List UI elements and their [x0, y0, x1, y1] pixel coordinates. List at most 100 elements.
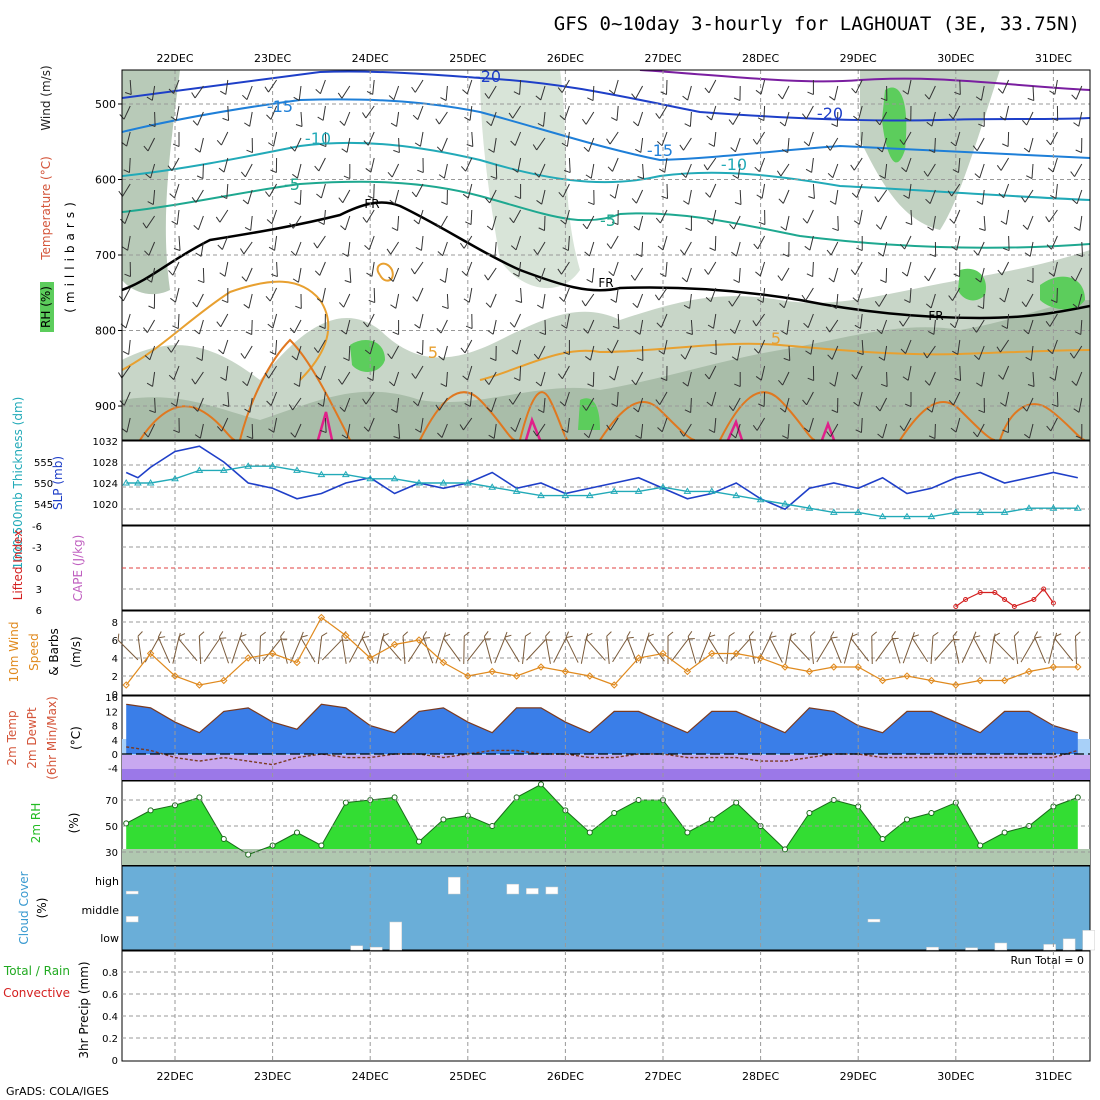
rh2m-marker	[391, 794, 398, 801]
upper-wind-barb	[732, 163, 741, 179]
thickness-marker	[756, 495, 765, 503]
upper-wind-barb	[1027, 371, 1035, 387]
upper-wind-barb	[194, 319, 204, 335]
rh-shading-mid	[122, 300, 1090, 440]
thickness-marker	[634, 487, 643, 494]
top-day-label: 24DEC	[352, 52, 389, 65]
wind10m-marker	[610, 681, 618, 689]
upper-wind-barb	[1072, 293, 1083, 309]
wind10m-barb	[1054, 632, 1074, 662]
upper-wind-barb	[246, 423, 254, 440]
upper-wind-barb	[825, 319, 839, 333]
upper-wind-barb	[880, 85, 888, 102]
wind10m-marker	[854, 663, 862, 671]
upper-wind-barb	[168, 365, 180, 380]
upper-wind-barb	[509, 209, 522, 224]
upper-wind-barb	[147, 189, 156, 205]
wind10m-marker	[586, 672, 594, 680]
upper-wind-barb	[924, 85, 936, 100]
upper-wind-barb	[758, 209, 766, 226]
upper-wind-barb	[949, 209, 961, 224]
upper-wind-barb	[319, 417, 327, 434]
wind10m-barb	[1034, 631, 1046, 664]
contour-label: 5	[428, 343, 438, 362]
upper-wind-barb	[951, 235, 961, 251]
upper-wind-barb	[635, 137, 644, 153]
rh2m-marker	[928, 810, 935, 816]
upper-wind-barb	[561, 131, 570, 147]
upper-wind-barb	[734, 371, 741, 388]
upper-wind-barb	[779, 397, 790, 413]
wind10m-marker	[1000, 676, 1009, 685]
top-day-label: 26DEC	[547, 52, 584, 65]
slp-tick-label: 1024	[93, 479, 118, 490]
upper-wind-barb	[904, 105, 912, 122]
upper-wind-barb	[295, 111, 303, 127]
upper-wind-barb	[1002, 417, 1010, 434]
thickness-marker	[683, 487, 692, 494]
upper-wind-barb	[954, 79, 961, 96]
upper-wind-barb	[314, 157, 326, 172]
upper-wind-barb	[756, 183, 766, 199]
temp2m-band-cold	[122, 769, 1090, 780]
wind10m-marker	[220, 676, 228, 685]
wind10m-tick-label: 4	[112, 654, 118, 665]
top-day-label: 31DEC	[1035, 52, 1072, 65]
upper-wind-barb	[365, 157, 375, 173]
upper-wind-barb	[901, 261, 912, 277]
wind10m-barb	[875, 637, 899, 662]
upper-wind-barb	[244, 111, 253, 127]
upper-wind-barb	[265, 287, 278, 302]
li-tick-label: 3	[36, 585, 42, 596]
upper-wind-barb	[826, 241, 839, 256]
temp2m-unit-label: (°C)	[69, 726, 83, 750]
top-day-label: 23DEC	[254, 52, 291, 65]
thickness-marker	[1049, 504, 1058, 511]
thickness-marker	[244, 462, 253, 469]
rh-moist-patch-4	[882, 87, 907, 163]
rh2m-marker	[196, 794, 203, 801]
upper-wind-barb	[484, 85, 497, 99]
upper-wind-barb	[144, 241, 156, 256]
upper-wind-barb	[631, 371, 644, 386]
precip-tick-label: 0.2	[102, 1034, 118, 1045]
upper-wind-barb	[268, 235, 278, 251]
wind10m-barb	[361, 631, 375, 663]
upper-wind-barb	[221, 287, 229, 304]
upper-wind-barb	[754, 157, 766, 172]
upper-tick-label: 600	[95, 173, 116, 186]
upper-wind-barb	[682, 371, 692, 387]
credit: GrADS: COLA/IGES	[6, 1085, 109, 1098]
upper-wind-barb	[290, 241, 302, 256]
thickness-marker	[585, 491, 594, 499]
slp-y-label: SLP (mb)	[51, 456, 65, 510]
upper-wind-barb	[1049, 79, 1058, 95]
upper-wind-barb	[387, 345, 400, 360]
cloud-bar-low	[994, 942, 1008, 951]
upper-wind-barb	[414, 313, 424, 329]
upper-wind-barb	[708, 131, 717, 147]
upper-wind-barb	[416, 339, 424, 356]
upper-wind-barb	[563, 339, 570, 356]
rh2m-marker	[538, 781, 544, 788]
wind10m-marker	[244, 654, 252, 662]
rh2m-marker	[611, 810, 618, 816]
cloud-bars	[125, 876, 1095, 951]
upper-wind-label: Wind (m/s)	[39, 65, 53, 130]
bottom-day-label: 26DEC	[547, 1070, 584, 1083]
temp-contour-minus15	[122, 98, 1090, 162]
upper-wind-barb	[707, 313, 717, 329]
upper-wind-barb	[244, 215, 253, 231]
upper-wind-barb	[1069, 345, 1083, 359]
upper-wind-barb	[173, 235, 181, 251]
wind10m-marker	[952, 681, 960, 689]
upper-wind-barb	[172, 313, 180, 329]
li-tick-label: -6	[32, 522, 42, 533]
wind10m-speed-label: Speed	[27, 633, 41, 671]
upper-wind-barb	[511, 339, 522, 355]
upper-wind-barb	[636, 345, 644, 362]
wind10m-marker	[561, 667, 570, 676]
wind10m-barb	[178, 632, 198, 662]
upper-wind-barb	[903, 183, 912, 199]
thickness-marker	[1000, 508, 1009, 515]
